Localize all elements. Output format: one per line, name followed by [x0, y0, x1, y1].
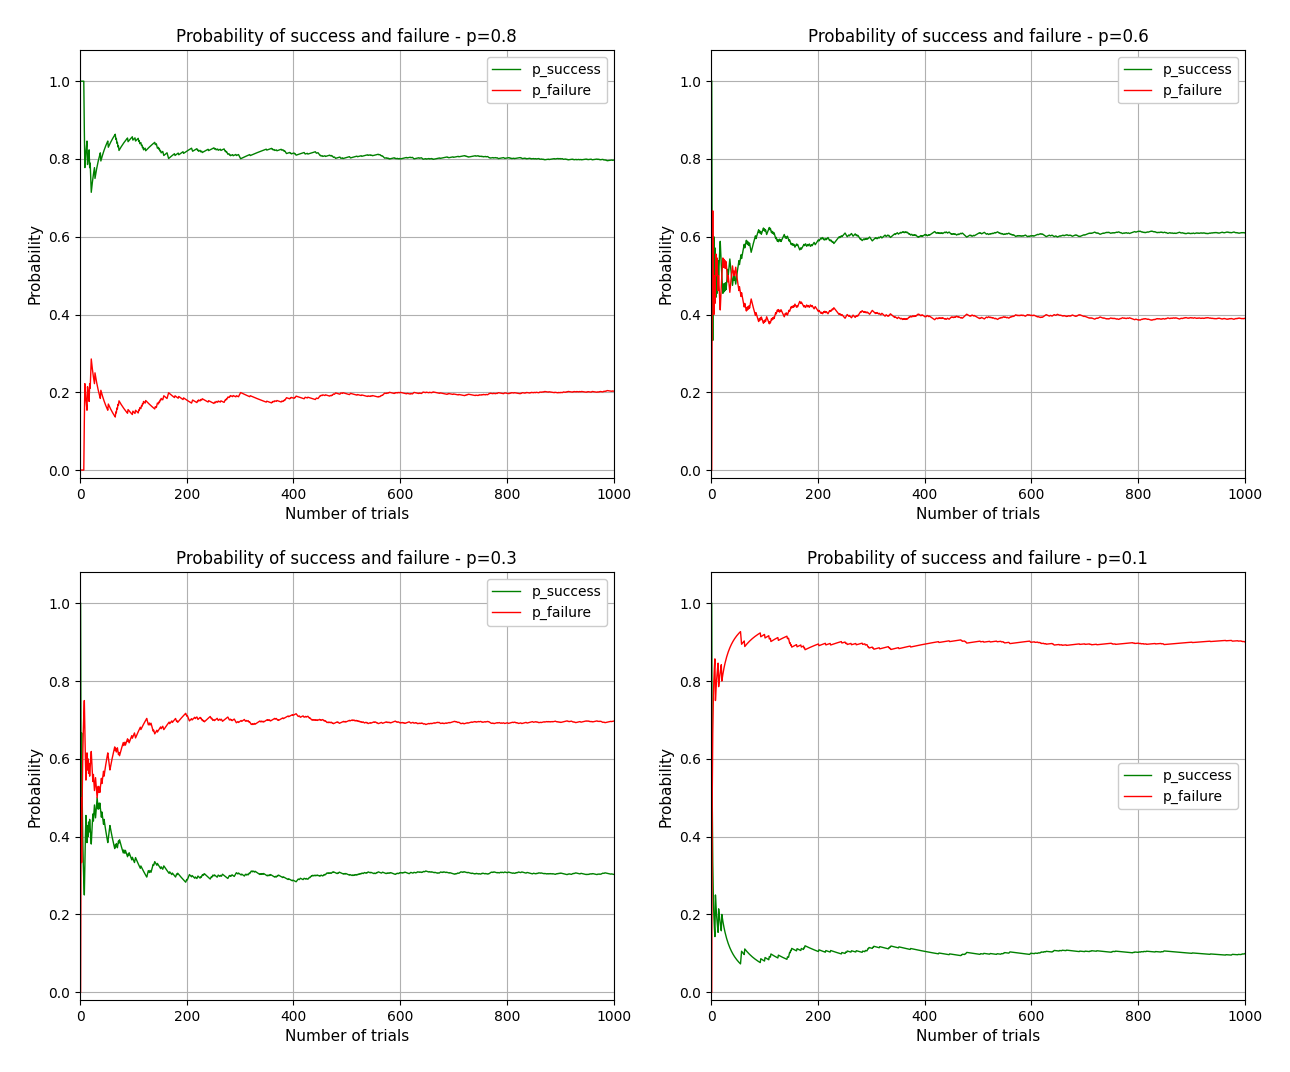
p_success — [289, 875, 304, 888]
p_success — [759, 228, 774, 241]
p_success — [706, 334, 721, 347]
X-axis label: Number of trials: Number of trials — [285, 507, 409, 522]
p_failure — [72, 463, 88, 476]
p_success — [72, 597, 88, 610]
p_failure — [733, 625, 748, 638]
p_failure — [1237, 636, 1253, 649]
Line: p_success: p_success — [712, 604, 1245, 964]
Legend: p_success, p_failure: p_success, p_failure — [486, 57, 606, 103]
Y-axis label: Probability: Probability — [28, 746, 43, 827]
p_failure — [498, 387, 513, 400]
p_success — [128, 135, 143, 148]
p_failure — [72, 986, 88, 999]
p_failure — [128, 404, 143, 417]
p_failure — [704, 986, 720, 999]
p_success — [920, 946, 935, 958]
p_failure — [920, 310, 935, 323]
p_failure — [1071, 638, 1086, 651]
p_failure — [939, 635, 955, 647]
p_failure — [84, 353, 99, 366]
Title: Probability of success and failure - p=0.8: Probability of success and failure - p=0… — [177, 28, 517, 46]
X-axis label: Number of trials: Number of trials — [916, 1029, 1040, 1044]
Line: p_failure: p_failure — [80, 359, 614, 470]
p_success — [1071, 946, 1086, 958]
Title: Probability of success and failure - p=0.1: Probability of success and failure - p=0… — [808, 550, 1148, 568]
p_success — [1130, 225, 1146, 238]
p_failure — [308, 714, 324, 727]
p_failure — [1120, 312, 1135, 325]
p_success — [289, 149, 304, 162]
p_success — [489, 866, 504, 879]
Legend: p_success, p_failure: p_success, p_failure — [486, 579, 606, 625]
p_success — [939, 948, 955, 961]
p_success — [733, 957, 748, 970]
p_failure — [606, 385, 622, 398]
X-axis label: Number of trials: Number of trials — [285, 1029, 409, 1044]
p_success — [308, 868, 324, 881]
p_failure — [759, 310, 774, 323]
p_success — [1237, 948, 1253, 961]
p_success — [1130, 946, 1146, 958]
p_failure — [489, 716, 504, 729]
p_failure — [289, 390, 304, 403]
Line: p_success: p_success — [80, 604, 614, 895]
p_success — [440, 866, 455, 879]
p_failure — [1237, 312, 1253, 325]
p_success — [606, 868, 622, 881]
p_success — [76, 889, 92, 902]
p_failure — [759, 630, 774, 643]
p_failure — [498, 716, 513, 729]
p_success — [759, 952, 774, 965]
p_failure — [440, 388, 455, 401]
p_success — [498, 151, 513, 164]
p_success — [308, 146, 324, 159]
Line: p_success: p_success — [712, 81, 1245, 341]
p_success — [1120, 226, 1135, 239]
p_failure — [606, 715, 622, 728]
p_failure — [489, 387, 504, 400]
Line: p_success: p_success — [80, 81, 614, 192]
p_success — [920, 229, 935, 242]
X-axis label: Number of trials: Number of trials — [916, 507, 1040, 522]
p_success — [84, 185, 99, 198]
Y-axis label: Probability: Probability — [659, 223, 673, 304]
p_success — [1071, 229, 1086, 242]
p_failure — [76, 694, 92, 706]
p_failure — [1130, 313, 1146, 326]
Line: p_failure: p_failure — [712, 631, 1245, 993]
p_failure — [440, 717, 455, 730]
p_success — [1237, 226, 1253, 239]
p_failure — [1071, 309, 1086, 322]
Line: p_failure: p_failure — [80, 700, 614, 993]
p_failure — [920, 637, 935, 650]
p_success — [704, 597, 720, 610]
p_success — [440, 150, 455, 163]
p_success — [939, 226, 955, 239]
Y-axis label: Probability: Probability — [28, 223, 43, 304]
p_failure — [289, 708, 304, 720]
p_success — [72, 75, 88, 88]
Title: Probability of success and failure - p=0.6: Probability of success and failure - p=0… — [808, 28, 1148, 46]
p_success — [489, 151, 504, 164]
Legend: p_success, p_failure: p_success, p_failure — [1118, 57, 1237, 103]
Y-axis label: Probability: Probability — [659, 746, 673, 827]
p_success — [606, 153, 622, 166]
p_failure — [939, 312, 955, 325]
Title: Probability of success and failure - p=0.3: Probability of success and failure - p=0… — [177, 550, 517, 568]
Legend: p_success, p_failure: p_success, p_failure — [1118, 763, 1237, 809]
p_failure — [1120, 637, 1135, 650]
p_failure — [308, 392, 324, 405]
p_failure — [706, 205, 721, 218]
p_success — [128, 851, 143, 864]
p_failure — [128, 731, 143, 744]
p_success — [498, 866, 513, 879]
p_failure — [1130, 637, 1146, 650]
p_success — [1120, 946, 1135, 958]
p_failure — [704, 463, 720, 476]
Line: p_failure: p_failure — [712, 211, 1245, 470]
p_success — [704, 75, 720, 88]
